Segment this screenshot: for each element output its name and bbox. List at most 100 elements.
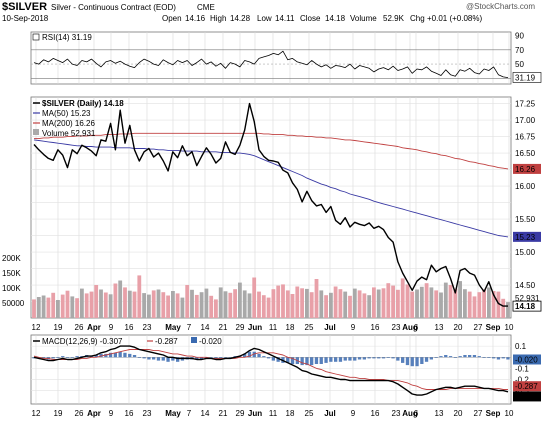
macd-histogram-bar xyxy=(257,353,261,358)
rsi-gridlines xyxy=(35,32,510,84)
macd-histogram-bar xyxy=(70,357,74,358)
volume-bar xyxy=(467,291,472,318)
macd-histogram-bar xyxy=(410,357,414,367)
volume-bar xyxy=(142,293,146,318)
macd-histogram-bar xyxy=(482,357,486,358)
macd-histogram-bar xyxy=(156,357,161,361)
open-value: 14.16 xyxy=(185,14,206,23)
volume-bar xyxy=(424,283,429,318)
macd-histogram-bar xyxy=(51,357,55,359)
volume-bar xyxy=(343,291,348,318)
volume-bar xyxy=(429,287,434,318)
volume-bar xyxy=(391,285,395,318)
volume-bar xyxy=(338,289,343,318)
macd-histogram-bar xyxy=(310,357,314,366)
macd-histogram-bar xyxy=(104,353,108,358)
chg-value: +0.01 (+0.08%) xyxy=(427,14,483,23)
macd-line xyxy=(33,345,509,396)
price-x-tick-label: 19 xyxy=(54,323,63,332)
volume-bar xyxy=(238,282,242,318)
macd-x-tick-label: 23 xyxy=(392,409,401,418)
macd-histogram-bar xyxy=(118,351,122,358)
macd-histogram-bar xyxy=(377,357,381,359)
volume-bar xyxy=(257,291,261,318)
volume-y-tick-label: 150K xyxy=(2,269,21,278)
rsi-legend: RSI(14) 31.19 xyxy=(42,33,92,42)
volume-bar xyxy=(477,292,482,318)
macd-histogram-bar xyxy=(463,355,467,358)
macd-histogram-bar xyxy=(477,356,481,358)
volume-y-tick-label: 100K xyxy=(2,284,21,293)
volume-bar xyxy=(396,289,400,318)
volume-bar xyxy=(357,290,362,318)
volume-bars xyxy=(32,275,510,318)
price-y-tick-label: 16.50 xyxy=(515,149,536,158)
macd-x-tick-label: Sep xyxy=(486,409,501,418)
macd-hist-legend-swatch xyxy=(191,337,197,343)
macd-histogram-bar xyxy=(290,357,295,364)
macd-histogram-bar xyxy=(405,357,410,366)
price-x-tick-label: 25 xyxy=(305,323,314,332)
macd-hist-legend: -0.020 xyxy=(199,337,222,346)
macd-histogram-bar xyxy=(147,357,151,360)
volume-bar xyxy=(175,293,180,318)
volume-bar xyxy=(32,299,36,318)
price-value-tag: 14.18 xyxy=(515,302,536,311)
macd-x-tick-label: 12 xyxy=(32,409,41,418)
macd-histogram-bar xyxy=(132,355,137,358)
macd-histogram-bar xyxy=(329,357,333,362)
macd-histogram-bar xyxy=(161,357,165,361)
macd-histogram-bar xyxy=(415,357,419,367)
macd-x-tick-label: 16 xyxy=(371,409,380,418)
volume-bar xyxy=(247,293,252,318)
price-x-tick-label: 23 xyxy=(143,323,152,332)
volume-bar xyxy=(123,287,127,318)
ma50-value-tag-box xyxy=(513,231,541,242)
rsi-line xyxy=(33,50,509,78)
stockcharts-brand[interactable]: @StockCharts.com xyxy=(466,2,536,11)
macd-gridlines xyxy=(35,335,510,404)
macd-x-tick-label: 19 xyxy=(54,409,63,418)
macd-histogram-bar xyxy=(334,357,338,362)
macd-histogram-bar xyxy=(113,352,117,358)
volume-bar xyxy=(161,292,166,318)
macd-x-tick-label: Jul xyxy=(324,409,336,418)
close-label: Close xyxy=(300,14,321,23)
volume-bar xyxy=(209,295,214,318)
macd-x-tick-label: 7 xyxy=(187,409,192,418)
macd-histogram-bar xyxy=(448,356,453,358)
price-legend: $SILVER (Daily) 14.18 xyxy=(42,99,124,108)
rsi-value-tag-box xyxy=(512,72,542,83)
macd-histogram-bar xyxy=(338,357,343,362)
price-y-tick-label: 15.00 xyxy=(515,248,536,257)
price-x-tick-label: 12 xyxy=(32,323,41,332)
volume-bar xyxy=(300,288,304,318)
macd-histogram-bar xyxy=(506,357,510,360)
macd-histogram-bar xyxy=(372,357,376,359)
rsi-y-tick-label: 50 xyxy=(515,60,524,69)
volume-bar xyxy=(372,287,376,318)
macd-histogram-bar xyxy=(65,357,70,358)
volume-bar xyxy=(199,292,204,318)
volume-bar xyxy=(276,285,281,318)
volume-bar xyxy=(352,288,357,318)
macd-legend: MACD(12,26,9) -0.307 xyxy=(42,337,123,346)
chart-header: $SILVER Silver - Continuous Contract (EO… xyxy=(0,0,550,30)
volume-bar xyxy=(190,289,194,318)
volume-bar xyxy=(472,296,477,318)
volume-bar xyxy=(132,291,137,318)
price-line xyxy=(33,102,508,307)
close-value: 14.18 xyxy=(325,14,346,23)
price-y-tick-label: 16.00 xyxy=(515,182,536,191)
volume-bar xyxy=(118,280,123,318)
macd-x-tick-label: 29 xyxy=(236,409,245,418)
macd-histogram-bar xyxy=(214,357,218,359)
macd-histogram-bar xyxy=(429,357,433,360)
macd-value-tag: -0.307 xyxy=(515,392,538,401)
macd-histogram-bar xyxy=(137,357,141,358)
volume-bar xyxy=(314,279,319,318)
macd-signal-legend: -0.287 xyxy=(155,337,178,346)
volume-bar xyxy=(56,300,60,318)
volume-bar xyxy=(290,294,295,318)
ma50-line xyxy=(33,139,509,238)
